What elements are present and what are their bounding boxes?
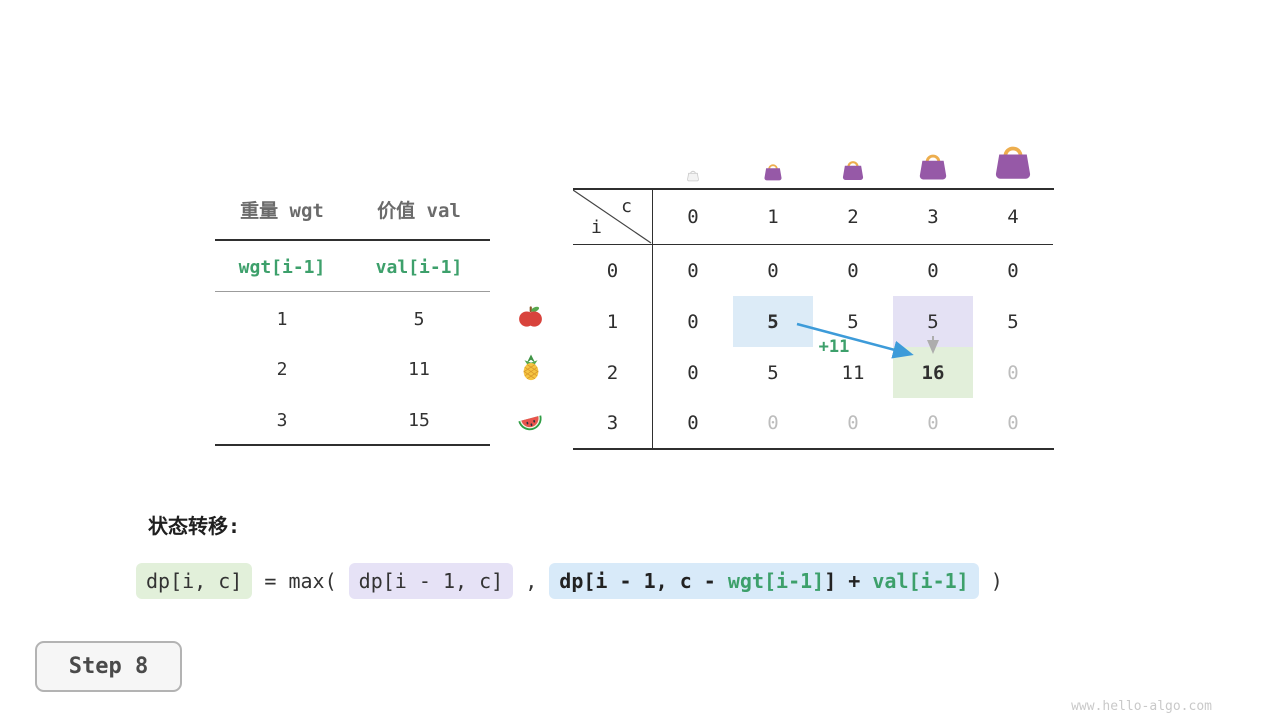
formula-arg-take: dp[i - 1, c - wgt[i-1]] + val[i-1] [549,563,979,599]
items-table-top-rule [215,239,490,241]
transition-formula: dp[i, c] = max( dp[i - 1, c] , dp[i - 1,… [136,560,1003,602]
watermark: www.hello-algo.com [1071,699,1212,714]
formula-equals-max: = max( [252,569,349,593]
item-weight: 2 [276,359,288,380]
dp-cell: 0 [687,412,699,434]
dp-cell: 0 [1007,259,1019,282]
bag-capacity-2-icon [840,156,866,182]
dp-cell-target: 16 [893,347,973,398]
item-value: 11 [408,359,430,380]
items-table-formula-val: val[i-1] [375,257,463,278]
item-value: 15 [408,410,430,431]
item-value: 5 [413,309,425,330]
dp-cell: 5 [767,361,779,384]
dp-corner-cell: i c [573,190,653,245]
value-gain-label: +11 [818,337,850,357]
step-badge: Step 8 [35,641,182,692]
dp-cell: 0 [767,259,779,282]
formula-wgt-term: wgt[i-1] [727,569,825,593]
items-table-header-weight: 重量 wgt [240,200,324,222]
dp-row-header: 1 [573,296,653,347]
dp-cell: 0 [767,412,779,434]
dp-col-header: 1 [733,190,813,245]
formula-close-paren: ) [978,569,1003,593]
dp-cell: 0 [927,259,939,282]
dp-col-header: 4 [973,190,1053,245]
corner-diagonal [573,190,652,244]
formula-arg-take-part: ] + [824,569,873,593]
formula-arg-skip: dp[i - 1, c] [348,563,514,599]
formula-val-term: val[i-1] [872,569,969,593]
formula-arg-take-part: dp[i - 1, c - [559,569,728,593]
dp-cell: 5 [847,310,859,333]
formula-lhs: dp[i, c] [136,563,253,599]
apple-icon [517,303,544,330]
dp-cell: 0 [687,259,699,282]
items-table-header-value: 价值 val [377,200,461,222]
dp-col-header: 2 [813,190,893,245]
bag-capacity-0-icon [686,168,700,182]
transition-title: 状态转移: [148,514,241,538]
dp-cell: 0 [847,259,859,282]
dp-cell: 11 [841,361,865,384]
dp-cell: 0 [847,412,859,434]
item-weight: 1 [276,309,288,330]
pineapple-icon [518,354,544,381]
dp-cell: 0 [1007,361,1019,384]
col-axis-label: c [621,196,632,217]
dp-col-header: 0 [653,190,733,245]
watermelon-icon [515,407,545,435]
dp-cell: 0 [1007,412,1019,434]
bag-capacity-1-icon [762,160,784,182]
item-weight: 3 [276,410,288,431]
dp-col-header: 3 [893,190,973,245]
dp-table: i c 0 1 2 3 4 0 0 0 0 0 0 1 0 5 5 5 5 2 … [573,188,1054,450]
dp-cell: 5 [1007,310,1019,333]
dp-row-header: 0 [573,245,653,296]
dp-cell-source-take: 5 [733,296,813,347]
items-table-formula-wgt: wgt[i-1] [238,257,326,278]
bag-capacity-4-icon [991,138,1035,182]
row-axis-label: i [591,217,602,238]
dp-cell: 0 [687,361,699,384]
items-table-mid-rule [215,291,490,292]
dp-cell: 0 [927,412,939,434]
items-table-bottom-rule [215,444,490,446]
bag-capacity-3-icon [916,148,950,182]
dp-cell-source-skip: 5 [893,296,973,347]
dp-cell: 0 [687,310,699,333]
formula-comma: , [513,569,550,593]
dp-row-header: 3 [573,398,653,448]
dp-row-header: 2 [573,347,653,398]
